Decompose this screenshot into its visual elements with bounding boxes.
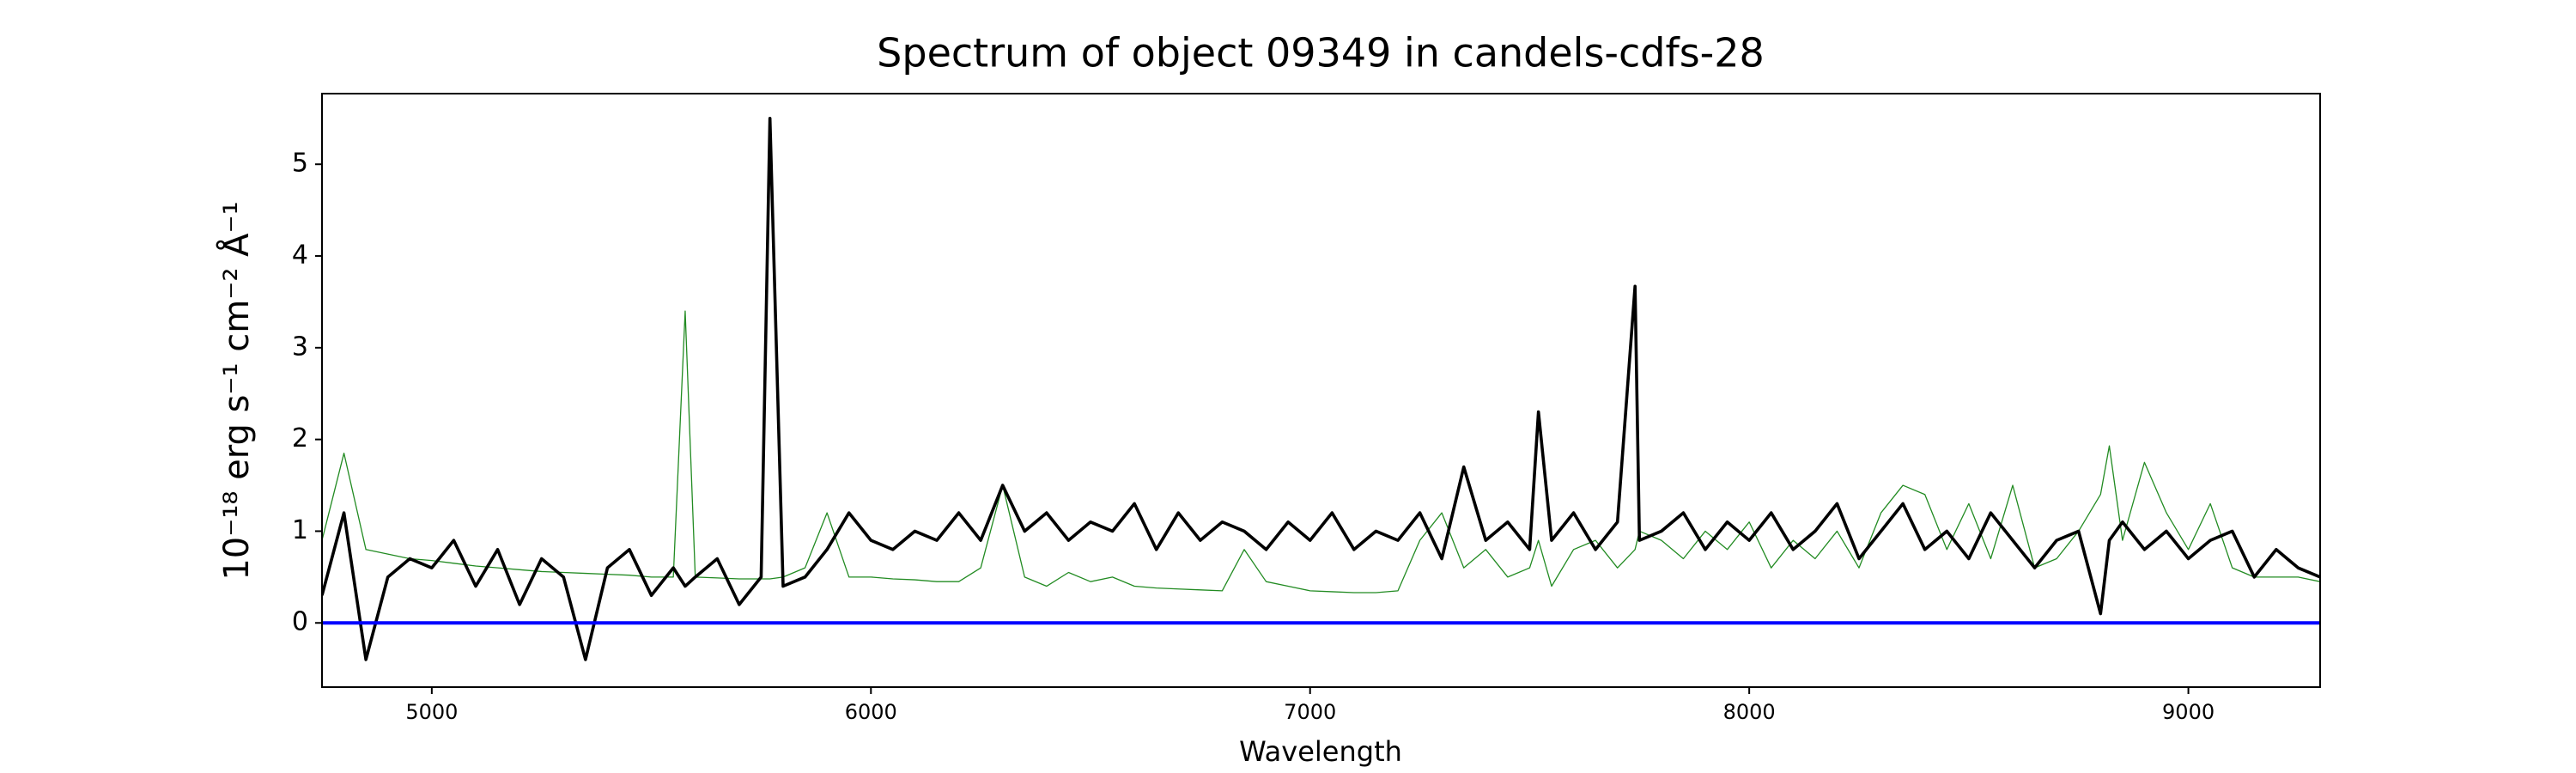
x-tick-label: 6000	[845, 700, 897, 724]
y-tick-label: 1	[292, 515, 308, 545]
x-tick-label: 5000	[405, 700, 458, 724]
x-tick-label: 7000	[1284, 700, 1336, 724]
y-axis-label: 10⁻¹⁸ erg s⁻¹ cm⁻² Å⁻¹	[216, 201, 257, 580]
chart-title: Spectrum of object 09349 in candels-cdfs…	[877, 30, 1765, 76]
plot-frame	[321, 93, 2321, 688]
y-tick-label: 4	[292, 240, 308, 271]
x-tick-label: 9000	[2162, 700, 2215, 724]
x-axis-label: Wavelength	[1239, 735, 1402, 768]
y-tick-label: 5	[292, 149, 308, 179]
y-tick-label: 0	[292, 607, 308, 637]
x-tick-label: 8000	[1723, 700, 1776, 724]
spectrum-line	[322, 117, 2320, 661]
spectrum-line	[322, 310, 2320, 593]
y-tick-label: 3	[292, 332, 308, 362]
y-tick-label: 2	[292, 423, 308, 453]
